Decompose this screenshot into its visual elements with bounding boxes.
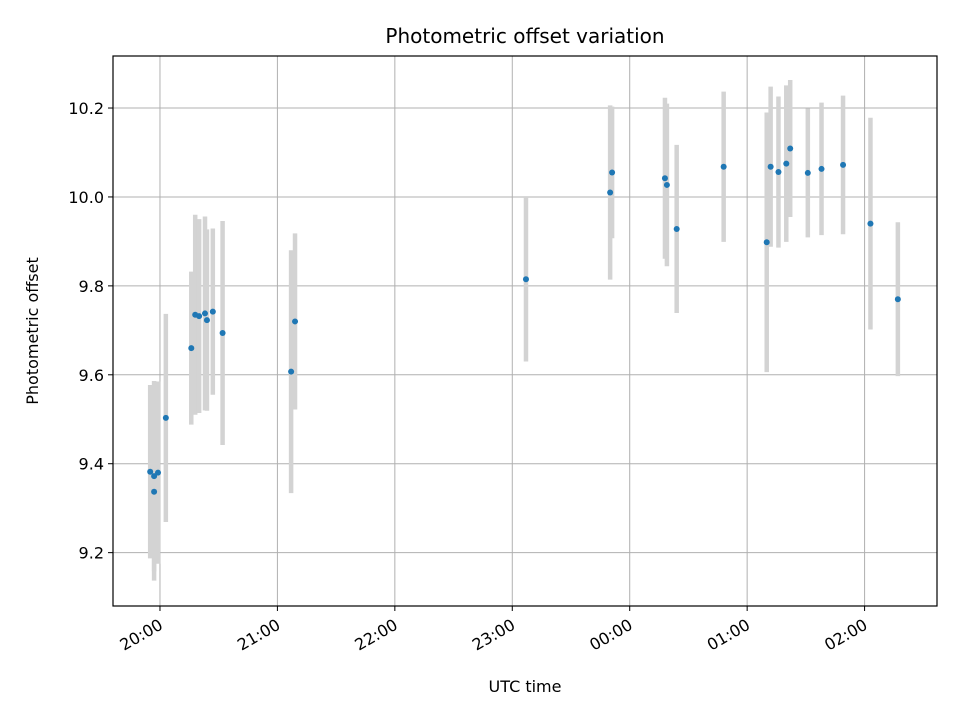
y-tick-label: 9.4 (79, 455, 104, 474)
data-point (763, 239, 770, 246)
data-point (288, 368, 295, 375)
data-point (804, 169, 811, 176)
grid (113, 56, 937, 606)
y-tick-label: 9.2 (79, 544, 104, 563)
data-point (787, 145, 794, 152)
data-point (840, 161, 847, 168)
data-point (203, 317, 210, 324)
data-point (894, 296, 901, 303)
y-tick-label: 10.2 (68, 99, 104, 118)
data-point (147, 468, 154, 475)
data-point (188, 345, 195, 352)
plot-frame (112, 55, 938, 607)
x-axis-ticks: 20:00 21:00 22:00 23:00 00:00 01:00 02:00 (117, 606, 871, 655)
data-point (663, 181, 670, 188)
data-point (775, 169, 782, 176)
data-point (673, 225, 680, 232)
x-tick-label: 21:00 (234, 615, 283, 655)
data-points (147, 145, 901, 495)
data-point (522, 276, 529, 283)
data-point (151, 488, 158, 495)
y-axis-label: Photometric offset (23, 257, 42, 405)
data-point (661, 175, 668, 182)
y-tick-label: 10.0 (68, 188, 104, 207)
data-point (867, 220, 874, 227)
x-tick-label: 20:00 (117, 615, 166, 655)
data-point (219, 330, 226, 337)
data-point (209, 308, 216, 315)
data-point (292, 318, 299, 325)
x-tick-label: 00:00 (586, 615, 635, 655)
chart-title: Photometric offset variation (385, 24, 664, 48)
x-tick-label: 23:00 (469, 615, 518, 655)
x-axis-label: UTC time (489, 677, 562, 696)
data-point (155, 469, 162, 476)
data-point (783, 160, 790, 167)
data-point (201, 310, 208, 317)
y-axis-ticks: 9.2 9.4 9.6 9.8 10.0 10.2 (68, 99, 113, 563)
data-point (609, 169, 616, 176)
error-bars (147, 80, 901, 581)
data-point (151, 473, 158, 480)
data-point (607, 189, 614, 196)
data-point (162, 414, 169, 421)
x-tick-label: 02:00 (821, 615, 870, 655)
y-tick-label: 9.8 (79, 277, 104, 296)
y-tick-label: 9.6 (79, 366, 104, 385)
x-tick-label: 01:00 (704, 615, 753, 655)
data-point (767, 163, 774, 170)
data-point (720, 163, 727, 170)
data-point (818, 165, 825, 172)
data-point (196, 313, 203, 320)
x-tick-label: 22:00 (351, 615, 400, 655)
